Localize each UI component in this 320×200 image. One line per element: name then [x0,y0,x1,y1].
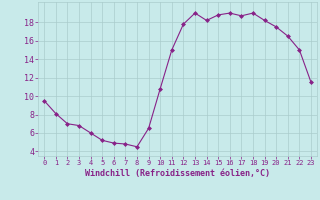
X-axis label: Windchill (Refroidissement éolien,°C): Windchill (Refroidissement éolien,°C) [85,169,270,178]
